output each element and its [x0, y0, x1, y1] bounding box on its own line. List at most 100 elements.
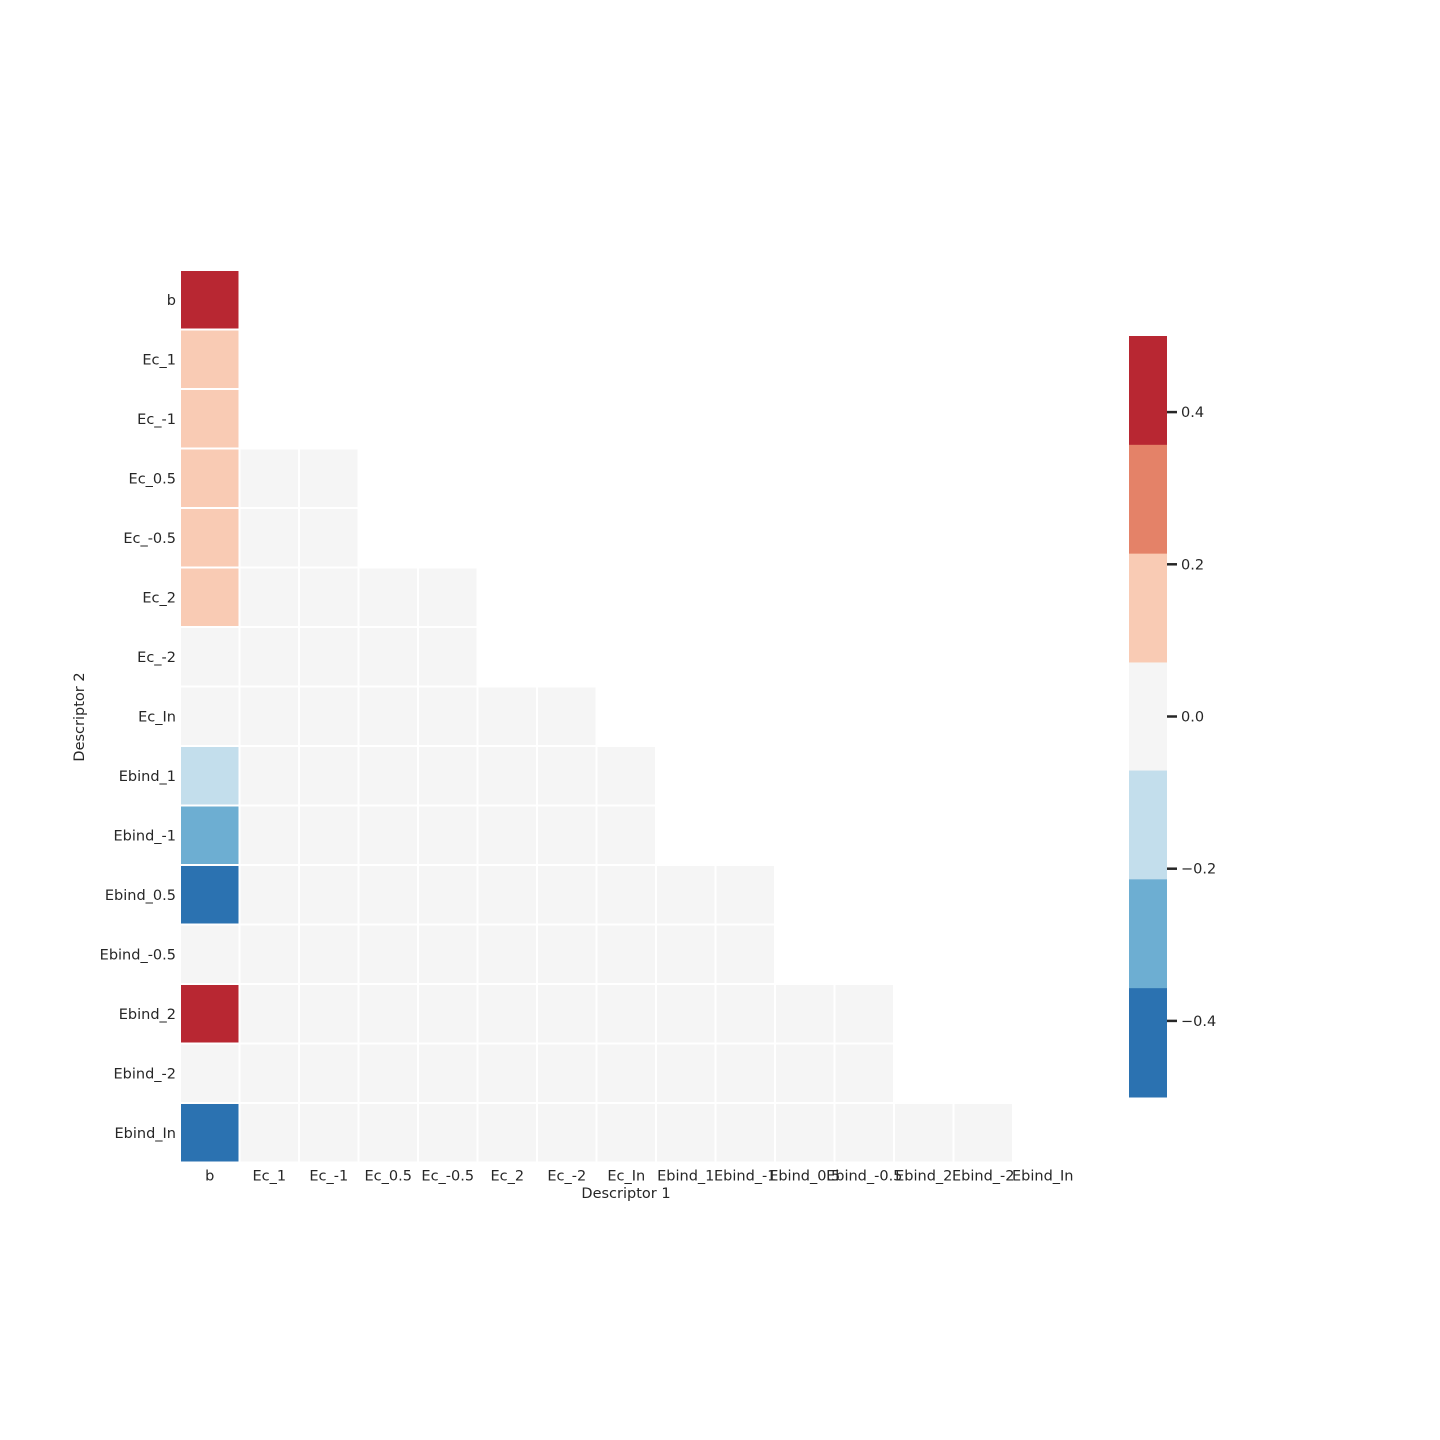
heatmap-cell	[714, 983, 776, 1045]
x-tick-label: Ebind_-1	[714, 1169, 777, 1185]
heatmap-cell	[179, 626, 241, 688]
heatmap-cell	[357, 1102, 419, 1164]
heatmap-cell	[714, 1042, 776, 1104]
heatmap-cell	[417, 745, 479, 807]
y-tick-label: Ebind_-1	[114, 828, 177, 844]
heatmap-cell	[298, 745, 360, 807]
x-tick-label: Ec_1	[252, 1169, 286, 1185]
heatmap-cell	[714, 923, 776, 985]
colorbar	[1129, 336, 1167, 1098]
x-tick-label: Ebind_0.5	[769, 1169, 840, 1185]
colorbar-segment	[1129, 553, 1167, 663]
heatmap-cell	[179, 923, 241, 985]
y-tick-labels: b Ec_1 Ec_-1 Ec_0.5 Ec_-0.5 Ec_2 Ec_-2 Ec_In Ebi…	[100, 293, 176, 1142]
heatmap-cell	[357, 626, 419, 688]
heatmap-cell	[952, 1102, 1014, 1164]
x-tick-label: Ec_-1	[309, 1169, 348, 1185]
heatmap-cell	[833, 983, 895, 1045]
heatmap-cell	[536, 923, 598, 985]
heatmap-cell	[417, 864, 479, 926]
heatmap-cell	[714, 1102, 776, 1164]
heatmap-cell	[893, 1102, 955, 1164]
y-axis-label: Descriptor 2	[72, 672, 88, 761]
heatmap-cell	[179, 269, 241, 331]
heatmap-cell	[298, 566, 360, 628]
x-tick-label: Ec_-0.5	[421, 1169, 474, 1185]
heatmap-cell	[536, 983, 598, 1045]
heatmap-cell	[179, 983, 241, 1045]
colorbar-segment	[1129, 444, 1167, 555]
y-tick-label: Ebind_2	[119, 1007, 176, 1023]
x-tick-label: Ebind_2	[895, 1169, 952, 1185]
heatmap-cell	[238, 745, 300, 807]
heatmap-cell	[536, 864, 598, 926]
heatmap-cell	[179, 447, 241, 509]
heatmap-cell	[238, 1102, 300, 1164]
heatmap-cell	[238, 864, 300, 926]
colorbar-tick-label: −0.4	[1181, 1014, 1216, 1030]
heatmap-cell	[595, 1042, 657, 1104]
y-tick-label: Ec_-2	[137, 650, 176, 666]
heatmap-cell	[179, 864, 241, 926]
heatmap-cell	[357, 804, 419, 866]
heatmap-cell	[179, 804, 241, 866]
heatmap-cell	[298, 804, 360, 866]
heatmap-cell	[774, 1042, 836, 1104]
heatmap-cell	[357, 745, 419, 807]
heatmap-cell	[655, 864, 717, 926]
heatmap-cell	[476, 804, 538, 866]
heatmap-cell	[417, 626, 479, 688]
x-tick-label: b	[205, 1169, 214, 1185]
colorbar-tick-label: 0.2	[1181, 557, 1204, 573]
y-tick-label: Ec_0.5	[129, 471, 176, 487]
heatmap-cell	[714, 864, 776, 926]
heatmap-cell	[238, 626, 300, 688]
heatmap-cell	[536, 745, 598, 807]
y-tick-label: Ebind_In	[114, 1126, 176, 1142]
y-tick-label: Ebind_-2	[114, 1066, 177, 1082]
heatmap-cell	[655, 1042, 717, 1104]
heatmap-cell	[417, 685, 479, 747]
colorbar-tick-label: 0.0	[1181, 710, 1204, 726]
y-tick-label: b	[167, 293, 176, 309]
heatmap-cell	[655, 983, 717, 1045]
x-tick-label: Ec_2	[490, 1169, 524, 1185]
x-tick-labels: b Ec_1 Ec_-1 Ec_0.5 Ec_-0.5 Ec_2 Ec_-2 Ec_In Ebi…	[205, 1169, 1073, 1185]
colorbar-segment	[1129, 988, 1167, 1098]
heatmap-cell	[357, 566, 419, 628]
heatmap-cell	[179, 1042, 241, 1104]
heatmap-cell	[476, 923, 538, 985]
heatmap-cell	[298, 1042, 360, 1104]
heatmap-cell	[238, 566, 300, 628]
heatmap-cell	[476, 983, 538, 1045]
y-tick-label: Ec_In	[138, 709, 176, 725]
colorbar-segment	[1129, 336, 1167, 446]
heatmap-cell	[179, 566, 241, 628]
heatmap-cell	[298, 685, 360, 747]
heatmap-cell	[595, 983, 657, 1045]
heatmap-cell	[536, 1102, 598, 1164]
heatmap-cell	[238, 983, 300, 1045]
heatmap-cell	[238, 685, 300, 747]
heatmap-cell	[476, 685, 538, 747]
y-tick-label: Ebind_0.5	[105, 888, 176, 904]
heatmap-cell	[298, 983, 360, 1045]
x-tick-label: Ec_In	[607, 1169, 645, 1185]
heatmap-cell	[595, 1102, 657, 1164]
heatmap-cell	[833, 1102, 895, 1164]
heatmap-cell	[238, 804, 300, 866]
heatmap-cell	[595, 804, 657, 866]
heatmap-cell	[357, 923, 419, 985]
x-tick-label: Ebind_-2	[952, 1169, 1015, 1185]
heatmap-cell	[179, 388, 241, 450]
heatmap-cell	[417, 1102, 479, 1164]
heatmap-cell	[595, 864, 657, 926]
colorbar-ticks: 0.4 0.2 0.0 −0.2 −0.4	[1167, 405, 1216, 1030]
heatmap-cell	[238, 1042, 300, 1104]
colorbar-segment	[1129, 662, 1167, 772]
x-tick-label: Ec_0.5	[365, 1169, 412, 1185]
heatmap-cell	[298, 447, 360, 509]
heatmap-cells	[179, 269, 1014, 1164]
heatmap-cell	[476, 745, 538, 807]
heatmap-cell	[179, 328, 241, 390]
